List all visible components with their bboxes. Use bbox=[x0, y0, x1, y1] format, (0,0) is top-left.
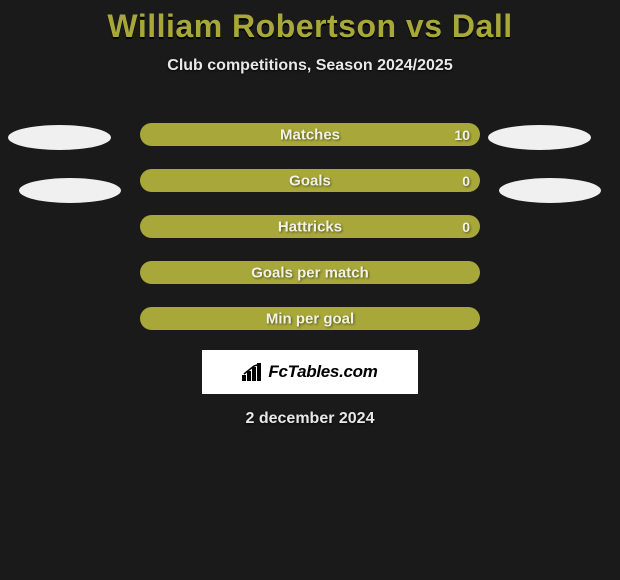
stat-value: 10 bbox=[454, 127, 470, 143]
comparison-card: William Robertson vs Dall Club competiti… bbox=[0, 0, 620, 428]
player-photo-left-b bbox=[19, 178, 121, 203]
date-label: 2 december 2024 bbox=[0, 410, 620, 428]
page-subtitle: Club competitions, Season 2024/2025 bbox=[0, 57, 620, 75]
brand-link[interactable]: FcTables.com bbox=[202, 350, 418, 394]
page-title: William Robertson vs Dall bbox=[0, 8, 620, 45]
stat-label: Min per goal bbox=[266, 310, 354, 327]
stat-label: Goals per match bbox=[251, 264, 369, 281]
fctables-icon bbox=[242, 363, 264, 381]
stat-value: 0 bbox=[462, 173, 470, 189]
player-photo-right-b bbox=[499, 178, 601, 203]
stat-row-matches: Matches 10 bbox=[140, 123, 480, 146]
stat-label: Hattricks bbox=[278, 218, 342, 235]
stat-bars: Matches 10 Goals 0 Hattricks 0 Goals per… bbox=[140, 123, 480, 330]
stat-label: Goals bbox=[289, 172, 331, 189]
stat-row-goals: Goals 0 bbox=[140, 169, 480, 192]
stat-value: 0 bbox=[462, 219, 470, 235]
stat-row-hattricks: Hattricks 0 bbox=[140, 215, 480, 238]
stat-label: Matches bbox=[280, 126, 340, 143]
stat-row-goals-per-match: Goals per match bbox=[140, 261, 480, 284]
brand-text: FcTables.com bbox=[268, 362, 377, 382]
stat-row-min-per-goal: Min per goal bbox=[140, 307, 480, 330]
player-photo-left-a bbox=[8, 125, 111, 150]
player-photo-right-a bbox=[488, 125, 591, 150]
